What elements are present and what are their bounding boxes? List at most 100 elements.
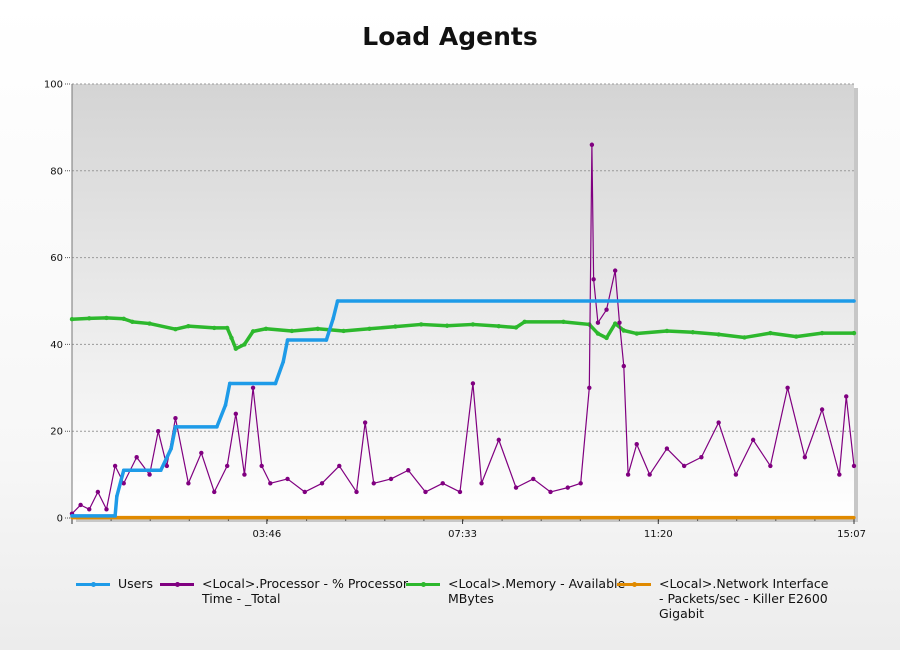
series-0 <box>70 299 856 518</box>
data-point <box>612 321 618 326</box>
data-point <box>595 320 601 325</box>
data-point <box>794 334 799 339</box>
data-point <box>87 507 92 512</box>
data-point <box>70 514 74 518</box>
data-point <box>335 299 340 303</box>
data-point <box>548 489 553 495</box>
data-point <box>733 472 739 477</box>
data-point <box>785 385 790 390</box>
data-point <box>367 326 372 331</box>
legend-swatch <box>160 576 194 592</box>
data-point <box>479 481 484 486</box>
data-point <box>115 494 119 499</box>
data-point <box>285 338 290 342</box>
data-point <box>681 463 687 469</box>
data-point <box>186 323 191 329</box>
data-point <box>104 315 109 321</box>
data-point <box>173 425 178 429</box>
data-point <box>457 489 463 495</box>
data-point <box>273 381 278 386</box>
data-point <box>440 481 445 486</box>
legend-label: <Local>.Memory - Available MBytes <box>448 576 626 606</box>
data-point <box>819 407 825 412</box>
data-point <box>113 514 117 518</box>
data-point <box>289 328 295 334</box>
data-point <box>496 323 501 329</box>
data-point <box>341 328 346 334</box>
data-point <box>617 320 622 325</box>
legend-item: <Local>.Network Interface - Packets/sec … <box>617 576 828 621</box>
data-point <box>199 450 204 456</box>
data-point <box>87 316 92 321</box>
data-point <box>156 429 161 434</box>
data-point <box>802 455 808 460</box>
legend-swatch <box>617 576 651 592</box>
data-point <box>362 420 368 425</box>
legend-label: <Local>.Network Interface - Packets/sec … <box>659 576 829 621</box>
data-point <box>169 446 173 451</box>
data-point <box>634 442 639 447</box>
legend-item: <Local>.Processor - % Processor Time - _… <box>160 576 408 606</box>
data-point <box>259 463 264 469</box>
data-point <box>268 481 273 486</box>
data-point <box>621 328 626 333</box>
data-point <box>164 463 170 469</box>
data-point <box>406 468 411 473</box>
data-point <box>215 425 219 429</box>
data-point <box>750 437 756 443</box>
data-point <box>513 325 519 330</box>
data-point <box>595 331 601 336</box>
data-point <box>112 463 118 469</box>
data-point <box>393 324 398 329</box>
y-tick-label: 40 <box>50 340 63 351</box>
data-point <box>319 481 325 486</box>
data-point <box>223 403 228 407</box>
data-point <box>212 489 217 495</box>
data-point <box>513 485 519 490</box>
data-point <box>224 325 230 331</box>
data-point <box>621 363 626 369</box>
data-point <box>227 381 232 386</box>
data-point <box>699 455 704 460</box>
data-point <box>768 463 773 469</box>
data-point <box>604 335 609 341</box>
data-point <box>561 319 566 325</box>
data-point <box>242 472 247 477</box>
legend-label: <Local>.Processor - % Processor Time - _… <box>202 576 409 606</box>
data-point <box>664 446 670 451</box>
data-point <box>589 142 595 147</box>
series-3 <box>70 515 856 520</box>
data-point <box>173 327 178 332</box>
y-tick-label: 0 <box>57 514 63 525</box>
data-point <box>664 328 670 334</box>
data-point <box>315 326 320 331</box>
data-point <box>95 489 101 495</box>
data-point <box>470 322 476 327</box>
data-point <box>233 346 239 351</box>
data-point <box>233 411 239 417</box>
data-point <box>690 330 695 335</box>
data-point <box>104 507 109 512</box>
data-point <box>418 322 424 327</box>
legend-swatch <box>406 576 440 592</box>
data-point <box>444 323 450 328</box>
data-point <box>134 455 139 460</box>
x-tick-label: 07:33 <box>448 529 477 540</box>
data-point <box>130 319 135 325</box>
data-point <box>388 476 394 482</box>
data-point <box>212 325 217 331</box>
data-point <box>263 326 269 331</box>
data-point <box>229 335 234 341</box>
data-point <box>837 472 842 477</box>
data-point <box>851 330 857 336</box>
data-point <box>354 489 359 495</box>
data-point <box>331 316 336 321</box>
legend-swatch <box>76 576 110 592</box>
data-point <box>302 489 307 495</box>
data-point <box>531 476 536 482</box>
data-point <box>844 394 849 399</box>
data-point <box>242 342 247 347</box>
data-point <box>69 317 75 322</box>
data-point <box>716 420 721 425</box>
